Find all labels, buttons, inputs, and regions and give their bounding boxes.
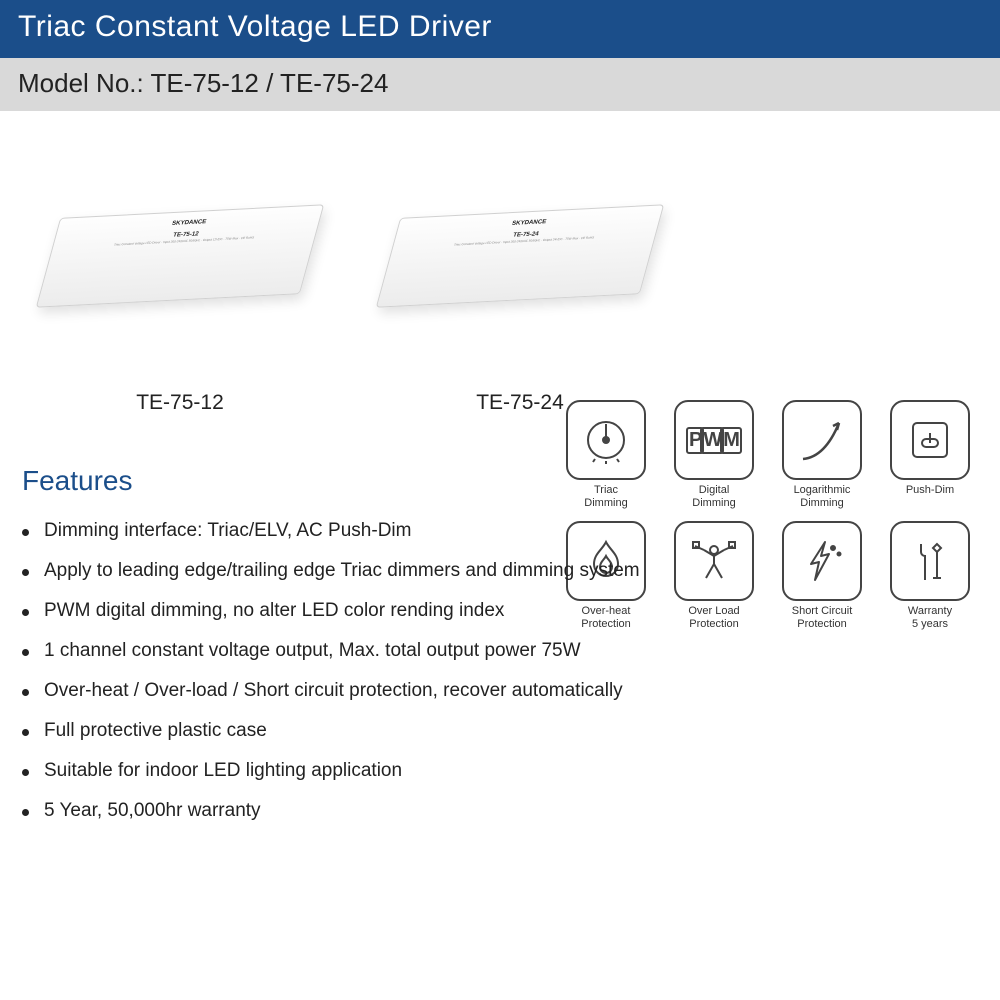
feature-item: Over-heat / Over-load / Short circuit pr… xyxy=(22,671,1000,711)
features-list: Dimming interface: Triac/ELV, AC Push-Di… xyxy=(0,511,1000,831)
log-curve-icon xyxy=(782,400,862,480)
icon-log-dimming: LogarithmicDimming xyxy=(774,400,870,509)
model-subtitle: Model No.: TE-75-12 / TE-75-24 xyxy=(0,58,1000,111)
driver-illustration: SKYDANCE TE-75-24 Triac Constant Voltage… xyxy=(370,171,670,351)
product-caption: TE-75-12 xyxy=(30,391,330,415)
feature-item: Dimming interface: Triac/ELV, AC Push-Di… xyxy=(22,511,1000,551)
icon-triac-dimming: TriacDimming xyxy=(558,400,654,509)
icon-caption: TriacDimming xyxy=(558,484,654,509)
icon-caption: Push-Dim xyxy=(882,484,978,497)
feature-item: Full protective plastic case xyxy=(22,711,1000,751)
product-card: SKYDANCE TE-75-12 Triac Constant Voltage… xyxy=(30,171,330,415)
icon-pwm: PWM DigitalDimming xyxy=(666,400,762,509)
product-card: SKYDANCE TE-75-24 Triac Constant Voltage… xyxy=(370,171,670,415)
icon-push-dim: Push-Dim xyxy=(882,400,978,509)
feature-item: PWM digital dimming, no alter LED color … xyxy=(22,591,1000,631)
driver-illustration: SKYDANCE TE-75-12 Triac Constant Voltage… xyxy=(30,171,330,351)
feature-item: Apply to leading edge/trailing edge Tria… xyxy=(22,551,1000,591)
triac-dimming-icon xyxy=(566,400,646,480)
pwm-icon: PWM xyxy=(674,400,754,480)
page-title: Triac Constant Voltage LED Driver xyxy=(0,0,1000,58)
product-row: SKYDANCE TE-75-12 Triac Constant Voltage… xyxy=(0,111,1000,425)
icon-caption: LogarithmicDimming xyxy=(774,484,870,509)
feature-item: 1 channel constant voltage output, Max. … xyxy=(22,631,1000,671)
feature-item: 5 Year, 50,000hr warranty xyxy=(22,791,1000,831)
icon-caption: DigitalDimming xyxy=(666,484,762,509)
feature-item: Suitable for indoor LED lighting applica… xyxy=(22,751,1000,791)
push-dim-icon xyxy=(890,400,970,480)
